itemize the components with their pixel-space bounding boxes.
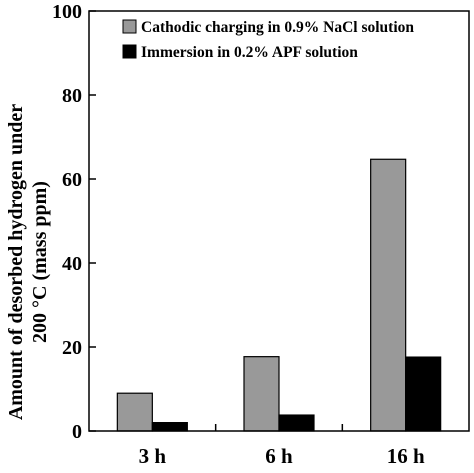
bar <box>278 414 315 432</box>
legend-swatch <box>122 44 137 59</box>
legend-label: Cathodic charging in 0.9% NaCl solution <box>141 19 414 36</box>
x-tick-label: 3 h <box>139 444 167 468</box>
bar <box>243 356 280 432</box>
y-axis-label-line2: 200 °C (mass ppm) <box>29 181 51 343</box>
axes-group: 0 20 40 60 80 100 3 h 6 h 16 h <box>52 1 470 468</box>
y-tick-label: 40 <box>62 253 82 275</box>
y-tick-label: 0 <box>72 421 82 443</box>
bar <box>405 356 442 432</box>
bar <box>370 158 407 432</box>
y-tick-label: 100 <box>52 1 82 23</box>
bars-group <box>116 158 442 432</box>
legend-label: Immersion in 0.2% APF solution <box>141 44 358 61</box>
legend-swatch <box>122 19 137 34</box>
bar <box>116 392 153 432</box>
y-axis-label: Amount of desorbed hydrogen under 200 °C… <box>5 104 51 420</box>
legend: Cathodic charging in 0.9% NaCl solution I… <box>122 19 414 61</box>
x-tick-label: 6 h <box>265 444 293 468</box>
y-tick-label: 20 <box>62 337 82 359</box>
plot-frame <box>88 10 470 432</box>
x-tick-label: 16 h <box>387 444 425 468</box>
bar <box>151 422 188 432</box>
y-tick-label: 60 <box>62 169 82 191</box>
y-tick-label: 80 <box>62 85 82 107</box>
y-axis-label-line1: Amount of desorbed hydrogen under <box>5 104 27 420</box>
